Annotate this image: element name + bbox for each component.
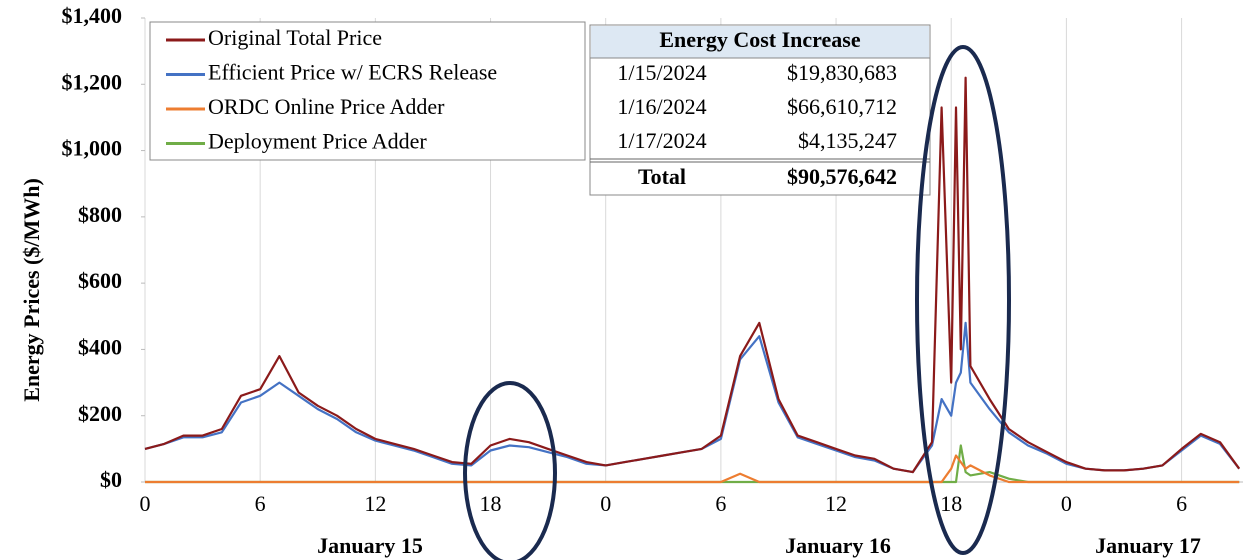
series-line bbox=[145, 454, 1240, 484]
y-tick-label: $200 bbox=[78, 401, 122, 426]
x-tick-label: 18 bbox=[480, 491, 502, 516]
highlight-ellipse bbox=[915, 45, 1011, 555]
x-group-label: January 15 bbox=[317, 533, 423, 558]
y-tick-label: $1,000 bbox=[62, 136, 123, 161]
table-title: Energy Cost Increase bbox=[659, 27, 860, 52]
table-cell: 1/17/2024 bbox=[617, 128, 706, 153]
legend-label: ORDC Online Price Adder bbox=[208, 94, 445, 119]
table-header-bg bbox=[591, 26, 929, 58]
table-cell: 1/15/2024 bbox=[617, 60, 706, 85]
table-total-label: Total bbox=[638, 164, 686, 189]
x-tick-label: 0 bbox=[600, 491, 611, 516]
x-tick-label: 6 bbox=[715, 491, 726, 516]
highlight-ellipse bbox=[463, 381, 557, 560]
y-tick-label: $800 bbox=[78, 202, 122, 227]
legend-label: Deployment Price Adder bbox=[208, 129, 427, 154]
y-axis-label: Energy Prices ($/MWh) bbox=[19, 178, 44, 402]
legend-label: Efficient Price w/ ECRS Release bbox=[208, 60, 497, 85]
table-cell: 1/16/2024 bbox=[617, 94, 706, 119]
series-line bbox=[144, 76, 1241, 474]
x-group-label: January 17 bbox=[1095, 533, 1201, 558]
y-tick-label: $1,200 bbox=[62, 69, 123, 94]
table-total-value: $90,576,642 bbox=[787, 164, 897, 189]
legend-box bbox=[149, 21, 586, 161]
table-cell: $4,135,247 bbox=[798, 128, 897, 153]
table-cell: $19,830,683 bbox=[787, 60, 897, 85]
y-tick-label: $0 bbox=[100, 467, 122, 492]
legend-label: Original Total Price bbox=[208, 25, 382, 50]
x-tick-label: 18 bbox=[940, 491, 962, 516]
y-tick-label: $400 bbox=[78, 334, 122, 359]
x-tick-label: 0 bbox=[1061, 491, 1072, 516]
x-tick-label: 6 bbox=[255, 491, 266, 516]
table-cell: $66,610,712 bbox=[787, 94, 897, 119]
y-tick-label: $1,400 bbox=[62, 3, 123, 28]
x-group-label: January 16 bbox=[785, 533, 891, 558]
x-tick-label: 6 bbox=[1176, 491, 1187, 516]
x-tick-label: 12 bbox=[825, 491, 847, 516]
x-tick-label: 0 bbox=[140, 491, 151, 516]
y-tick-label: $600 bbox=[78, 268, 122, 293]
x-tick-label: 12 bbox=[364, 491, 386, 516]
